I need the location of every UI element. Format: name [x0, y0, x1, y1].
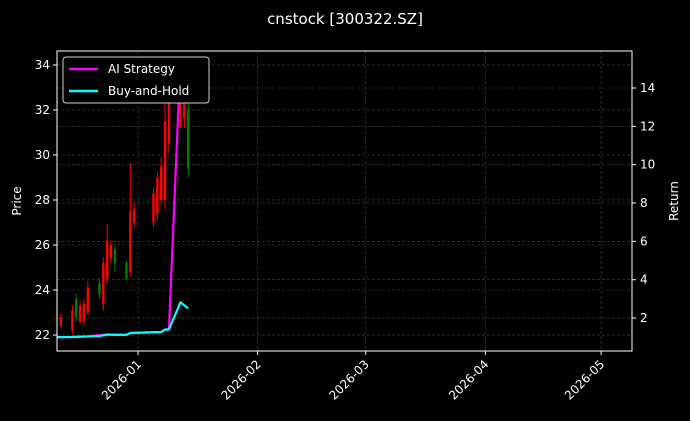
candle-body: [98, 283, 101, 295]
candle-body: [78, 305, 82, 322]
candle-body: [86, 287, 90, 313]
x-tick-label: 2026-03: [326, 357, 371, 402]
candle-body: [82, 303, 86, 322]
y-tick-label: 26: [35, 238, 50, 252]
candle-body: [167, 91, 171, 144]
y2-tick-label: 2: [640, 311, 648, 325]
legend-label-buyhold: Buy-and-Hold: [108, 84, 189, 98]
candle-body: [163, 121, 167, 200]
chart-title: cnstock [300322.SZ]: [267, 10, 423, 28]
y-tick-label: 34: [35, 58, 50, 72]
legend-label-strategy: AI Strategy: [108, 62, 175, 76]
x-tick-label: 2026-04: [446, 357, 491, 402]
y2-tick-label: 10: [640, 158, 655, 172]
candle-body: [187, 109, 190, 169]
y2-tick-label: 4: [640, 273, 648, 287]
candle-body: [105, 240, 109, 279]
x-tick-label: 2026-02: [218, 357, 263, 402]
y-axis-label: Price: [10, 186, 24, 215]
candle-body: [159, 166, 163, 200]
candle-body: [75, 299, 78, 318]
candle-body: [125, 263, 128, 279]
y2-tick-label: 14: [640, 81, 655, 95]
y-tick-label: 32: [35, 103, 50, 117]
return-lines: [56, 59, 189, 339]
buy-and-hold-line: [56, 301, 189, 339]
x-tick-label: 2026-01: [99, 357, 144, 402]
candle-body: [109, 244, 113, 259]
x-tick-label: 2026-05: [562, 357, 607, 402]
y2-axis-label: Return: [667, 181, 681, 221]
y2-tick-label: 6: [640, 234, 648, 248]
y2-tick-label: 12: [640, 119, 655, 133]
candle-body: [71, 310, 74, 331]
legend: AI Strategy Buy-and-Hold: [62, 56, 210, 104]
y-tick-label: 24: [35, 283, 50, 297]
y-tick-label: 22: [35, 328, 50, 342]
candle-body: [156, 177, 159, 214]
candle-body: [113, 249, 117, 264]
candle-body: [152, 193, 155, 223]
y-tick-label: 30: [35, 148, 50, 162]
candle-body: [129, 211, 132, 273]
y2-tick-label: 8: [640, 196, 648, 210]
candle-body: [59, 317, 63, 327]
y-tick-label: 28: [35, 193, 50, 207]
candle-body: [102, 263, 105, 304]
plot-frame: [56, 50, 633, 352]
candle-body: [132, 208, 136, 223]
